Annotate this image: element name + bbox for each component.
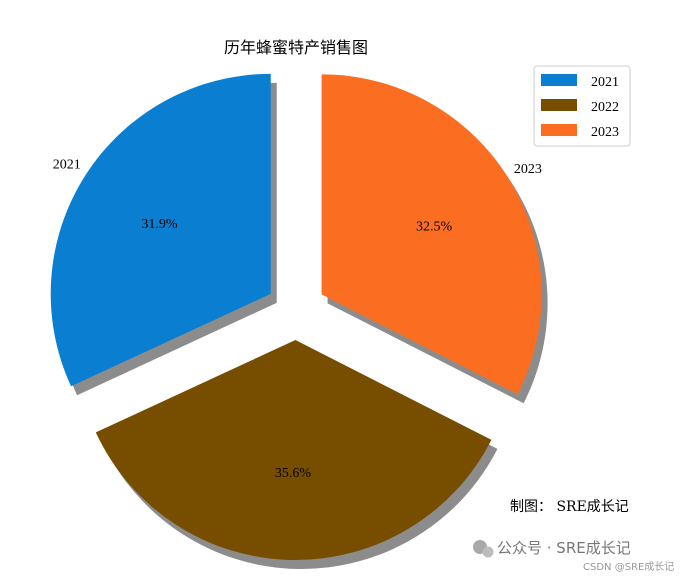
percent-label-2023: 32.5% xyxy=(416,219,453,234)
legend: 2021 2022 2023 xyxy=(533,65,631,147)
pie-slice-2022 xyxy=(95,339,492,560)
credit-text: 制图： SRE成长记 xyxy=(510,499,629,515)
chart-title: 历年蜂蜜特产销售图 xyxy=(224,38,368,57)
pie-slice-2021 xyxy=(50,73,271,387)
watermark-sub: CSDN @SRE成长记 xyxy=(583,561,674,573)
slice-label-2023: 2023 xyxy=(514,162,542,177)
legend-label-2023: 2023 xyxy=(591,125,619,140)
legend-label-2021: 2021 xyxy=(591,75,619,90)
watermark-main: 公众号 · SRE成长记 xyxy=(497,539,631,557)
slice-label-2021: 2021 xyxy=(53,158,81,173)
pie-slices xyxy=(50,73,542,560)
watermark: 公众号 · SRE成长记 CSDN @SRE成长记 xyxy=(473,539,674,573)
legend-label-2022: 2022 xyxy=(591,100,619,115)
percent-label-2021: 31.9% xyxy=(141,217,178,232)
legend-swatch-2023 xyxy=(541,124,577,136)
percent-label-2022: 35.6% xyxy=(275,466,312,481)
pie-slice-2023 xyxy=(321,74,542,395)
legend-swatch-2022 xyxy=(541,99,577,111)
legend-swatch-2021 xyxy=(541,74,577,86)
wechat-icon xyxy=(473,540,494,558)
